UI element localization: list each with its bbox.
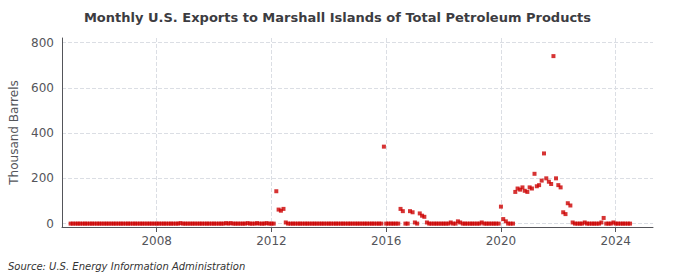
svg-text:2024: 2024 bbox=[600, 234, 631, 248]
svg-text:Monthly U.S. Exports to Marsha: Monthly U.S. Exports to Marshall Islands… bbox=[84, 10, 591, 25]
svg-text:2016: 2016 bbox=[371, 234, 402, 248]
svg-text:600: 600 bbox=[31, 81, 54, 95]
svg-text:200: 200 bbox=[31, 171, 54, 185]
svg-text:400: 400 bbox=[31, 126, 54, 140]
svg-text:2020: 2020 bbox=[486, 234, 517, 248]
svg-text:800: 800 bbox=[31, 36, 54, 50]
svg-text:Source: U.S. Energy Informatio: Source: U.S. Energy Information Administ… bbox=[8, 261, 245, 272]
svg-text:Thousand Barrels: Thousand Barrels bbox=[7, 80, 21, 185]
svg-text:2008: 2008 bbox=[141, 234, 172, 248]
svg-text:0: 0 bbox=[46, 217, 54, 231]
svg-text:2012: 2012 bbox=[256, 234, 287, 248]
